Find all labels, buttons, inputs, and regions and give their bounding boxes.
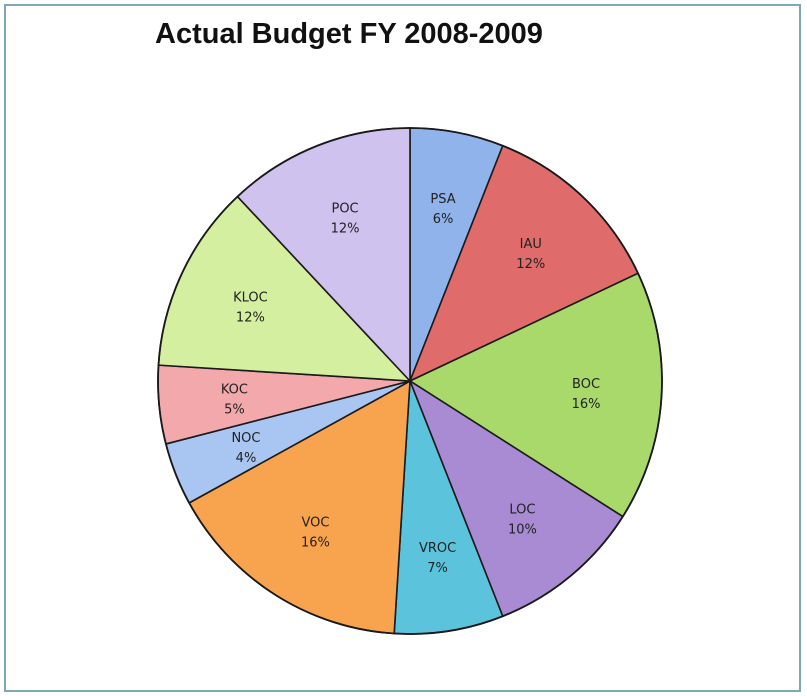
slice-label-koc: KOC xyxy=(221,383,248,398)
slice-label-poc: POC xyxy=(331,201,358,216)
slice-percent-boc: 16% xyxy=(572,397,601,412)
slice-label-boc: BOC xyxy=(572,377,600,392)
slice-percent-koc: 5% xyxy=(224,403,245,418)
slice-percent-kloc: 12% xyxy=(236,311,265,326)
slice-label-noc: NOC xyxy=(231,431,260,446)
slice-percent-iau: 12% xyxy=(516,257,545,272)
slice-label-vroc: VROC xyxy=(419,541,456,556)
slice-label-psa: PSA xyxy=(430,192,455,207)
chart-title: Actual Budget FY 2008-2009 xyxy=(155,18,543,50)
slice-label-iau: IAU xyxy=(520,237,542,252)
slice-percent-vroc: 7% xyxy=(427,561,448,576)
slice-label-kloc: KLOC xyxy=(233,291,268,306)
slice-label-loc: LOC xyxy=(509,502,535,517)
slice-percent-psa: 6% xyxy=(433,212,454,227)
slice-percent-noc: 4% xyxy=(236,451,257,466)
slice-label-voc: VOC xyxy=(301,516,329,531)
slice-percent-poc: 12% xyxy=(331,221,360,236)
pie-outline xyxy=(157,127,663,635)
slice-percent-loc: 10% xyxy=(508,522,537,537)
slice-percent-voc: 16% xyxy=(301,536,330,551)
